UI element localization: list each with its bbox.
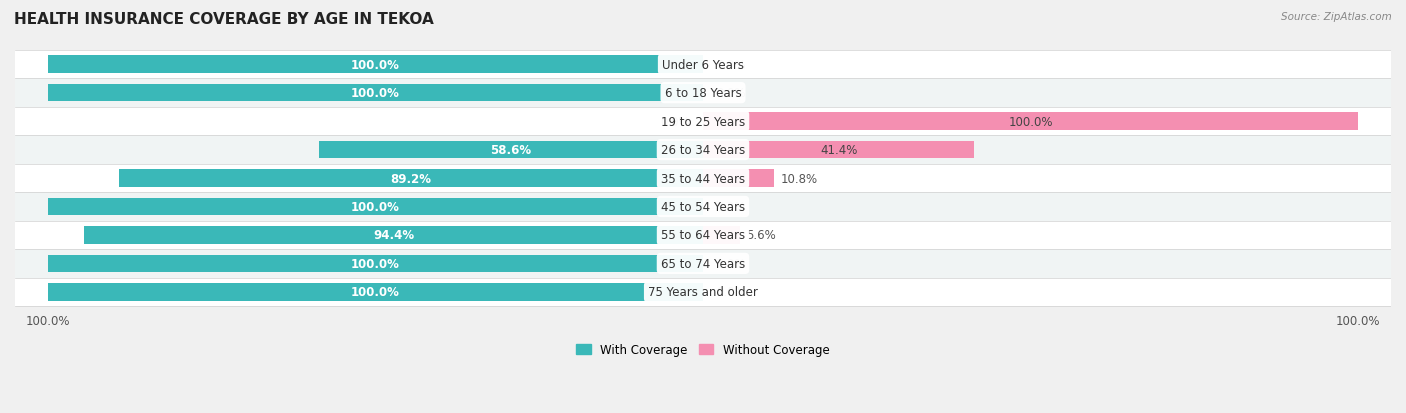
Text: 100.0%: 100.0% [352,200,399,214]
Text: 75 Years and older: 75 Years and older [648,286,758,299]
Text: 5.6%: 5.6% [747,229,776,242]
Text: 0.0%: 0.0% [716,257,745,270]
Bar [15,136,1391,164]
Text: 0.0%: 0.0% [716,200,745,214]
Bar [319,141,703,159]
Text: 100.0%: 100.0% [352,286,399,299]
Text: 55 to 64 Years: 55 to 64 Years [661,229,745,242]
Text: 0.0%: 0.0% [716,286,745,299]
Bar [703,170,773,188]
Bar [15,164,1391,193]
Text: 41.4%: 41.4% [820,144,858,157]
Text: 100.0%: 100.0% [352,87,399,100]
Text: 100.0%: 100.0% [352,257,399,270]
Bar [703,141,974,159]
Legend: With Coverage, Without Coverage: With Coverage, Without Coverage [572,338,834,361]
Bar [15,193,1391,221]
Text: 45 to 54 Years: 45 to 54 Years [661,200,745,214]
Bar [15,51,1391,79]
Text: Source: ZipAtlas.com: Source: ZipAtlas.com [1281,12,1392,22]
Text: 65 to 74 Years: 65 to 74 Years [661,257,745,270]
Text: 35 to 44 Years: 35 to 44 Years [661,172,745,185]
Bar [15,221,1391,249]
Text: 89.2%: 89.2% [391,172,432,185]
Text: 0.0%: 0.0% [716,87,745,100]
Bar [48,283,703,301]
Text: 10.8%: 10.8% [780,172,817,185]
Text: 100.0%: 100.0% [352,59,399,71]
Bar [48,56,703,74]
Bar [703,113,1358,131]
Bar [84,227,703,244]
Text: 58.6%: 58.6% [491,144,531,157]
Bar [15,108,1391,136]
Text: 0.0%: 0.0% [716,59,745,71]
Bar [48,198,703,216]
Bar [48,85,703,102]
Text: 6 to 18 Years: 6 to 18 Years [665,87,741,100]
Text: HEALTH INSURANCE COVERAGE BY AGE IN TEKOA: HEALTH INSURANCE COVERAGE BY AGE IN TEKO… [14,12,434,27]
Text: Under 6 Years: Under 6 Years [662,59,744,71]
Text: 100.0%: 100.0% [1008,115,1053,128]
Bar [703,227,740,244]
Bar [15,278,1391,306]
Bar [48,255,703,273]
Text: 26 to 34 Years: 26 to 34 Years [661,144,745,157]
Text: 0.0%: 0.0% [661,115,690,128]
Text: 94.4%: 94.4% [373,229,415,242]
Bar [118,170,703,188]
Bar [15,249,1391,278]
Text: 19 to 25 Years: 19 to 25 Years [661,115,745,128]
Bar [15,79,1391,108]
